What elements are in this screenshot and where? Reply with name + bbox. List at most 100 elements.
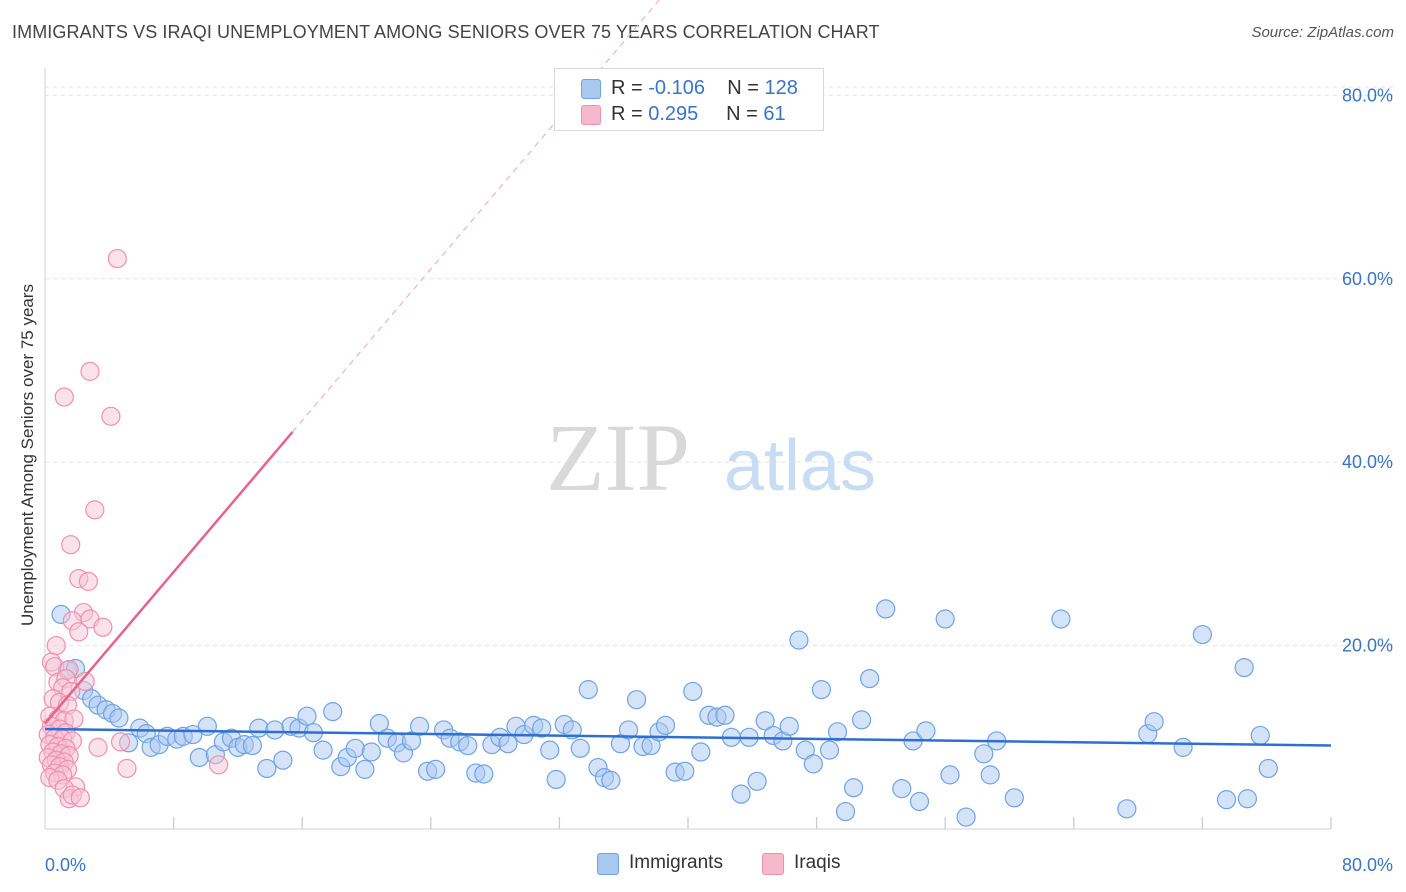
data-point	[297, 706, 317, 726]
data-point	[498, 734, 518, 754]
data-point	[189, 747, 209, 768]
data-point	[860, 668, 880, 689]
data-point	[691, 742, 711, 762]
bottom-legend-swatch-immigrants	[597, 853, 619, 875]
r-label: R =	[611, 77, 649, 99]
trend-line-iraqis	[44, 431, 294, 725]
bottom-legend-label-immigrants: Immigrants	[629, 852, 723, 873]
r-value-iraqis: 0.295	[648, 103, 699, 125]
data-point	[827, 722, 848, 742]
data-point	[345, 738, 365, 758]
data-point	[109, 708, 129, 728]
data-point	[618, 720, 639, 740]
chart-title: IMMIGRANTS VS IRAQI UNEMPLOYMENT AMONG S…	[12, 22, 880, 42]
x-tick-label: 0.0%	[45, 855, 86, 875]
data-point	[409, 716, 430, 736]
data-point	[249, 718, 269, 738]
legend-swatch-immigrants	[581, 79, 601, 99]
data-point	[1250, 725, 1270, 746]
data-point	[1004, 788, 1024, 808]
data-point	[78, 571, 99, 591]
tick-labels: 20.0% 40.0% 60.0% 80.0% 0.0% 80.0%	[45, 85, 1393, 875]
data-point	[935, 609, 955, 629]
data-point	[355, 759, 375, 779]
data-point	[731, 784, 751, 804]
data-point	[675, 761, 695, 781]
trend-line-iraqis-extension	[292, 0, 660, 433]
bottom-legend-label-iraqis: Iraqis	[794, 852, 841, 873]
axes	[44, 68, 1332, 830]
bottom-legend-swatch-iraqis	[762, 853, 784, 875]
data-point	[101, 406, 121, 426]
data-point	[909, 791, 930, 812]
watermark: ZIP atlas	[546, 404, 876, 511]
data-point	[85, 500, 105, 520]
data-point	[578, 680, 598, 700]
data-point	[323, 702, 343, 722]
data-point	[209, 755, 229, 775]
data-point	[819, 740, 840, 760]
data-point	[54, 387, 74, 407]
trend-lines	[44, 0, 1332, 747]
data-point	[1192, 624, 1213, 645]
r-value-immigrants: -0.106	[648, 77, 705, 99]
y-axis-label: Unemployment Among Seniors over 75 years	[18, 283, 37, 627]
immigrants-points	[51, 599, 1278, 827]
data-point	[747, 771, 767, 791]
data-point	[110, 732, 131, 752]
data-point	[980, 765, 1000, 785]
data-point	[940, 765, 960, 785]
data-point	[75, 671, 95, 691]
data-point	[273, 750, 293, 770]
data-point	[755, 711, 775, 731]
data-point	[88, 737, 108, 757]
trend-line-immigrants	[44, 727, 1332, 747]
data-point	[117, 758, 137, 779]
data-point	[811, 680, 832, 700]
data-point	[601, 770, 621, 790]
legend-swatch-iraqis	[581, 105, 601, 125]
y-tick-label: 20.0%	[1342, 636, 1393, 656]
iraqis-points	[38, 248, 229, 809]
data-point	[257, 758, 277, 779]
data-point	[46, 635, 66, 656]
data-point	[626, 690, 647, 710]
data-point	[803, 754, 823, 774]
watermark-atlas: atlas	[724, 426, 876, 506]
data-point	[570, 738, 590, 758]
data-point	[107, 248, 127, 269]
data-point	[474, 764, 494, 784]
data-point	[916, 721, 936, 741]
data-point	[93, 617, 113, 637]
correlation-legend: R = -0.106 N = 128 R = 0.295 N = 61	[554, 68, 824, 131]
data-point	[892, 779, 912, 799]
data-point	[61, 535, 81, 555]
data-point	[458, 735, 478, 756]
data-point	[313, 740, 333, 760]
n-label: N =	[727, 77, 765, 99]
data-point	[197, 716, 217, 736]
r-label: R =	[611, 103, 649, 125]
data-point	[715, 705, 735, 725]
data-point	[265, 720, 285, 740]
watermark-zip: ZIP	[546, 404, 690, 511]
data-point	[562, 720, 582, 740]
data-point	[242, 735, 262, 756]
data-point	[1234, 657, 1254, 678]
y-tick-label: 60.0%	[1342, 269, 1393, 289]
data-point	[1051, 609, 1071, 629]
data-point	[426, 759, 446, 779]
data-point	[1237, 789, 1258, 809]
data-point	[1258, 758, 1278, 779]
data-point	[852, 710, 872, 730]
data-point	[1216, 790, 1237, 810]
data-point	[876, 599, 896, 619]
grid-lines	[45, 86, 1395, 647]
data-point	[655, 715, 676, 735]
source-label: Source: ZipAtlas.com	[1251, 24, 1394, 41]
data-point	[1173, 737, 1193, 757]
data-point	[69, 622, 89, 642]
data-point	[956, 807, 976, 827]
data-point	[546, 769, 566, 790]
